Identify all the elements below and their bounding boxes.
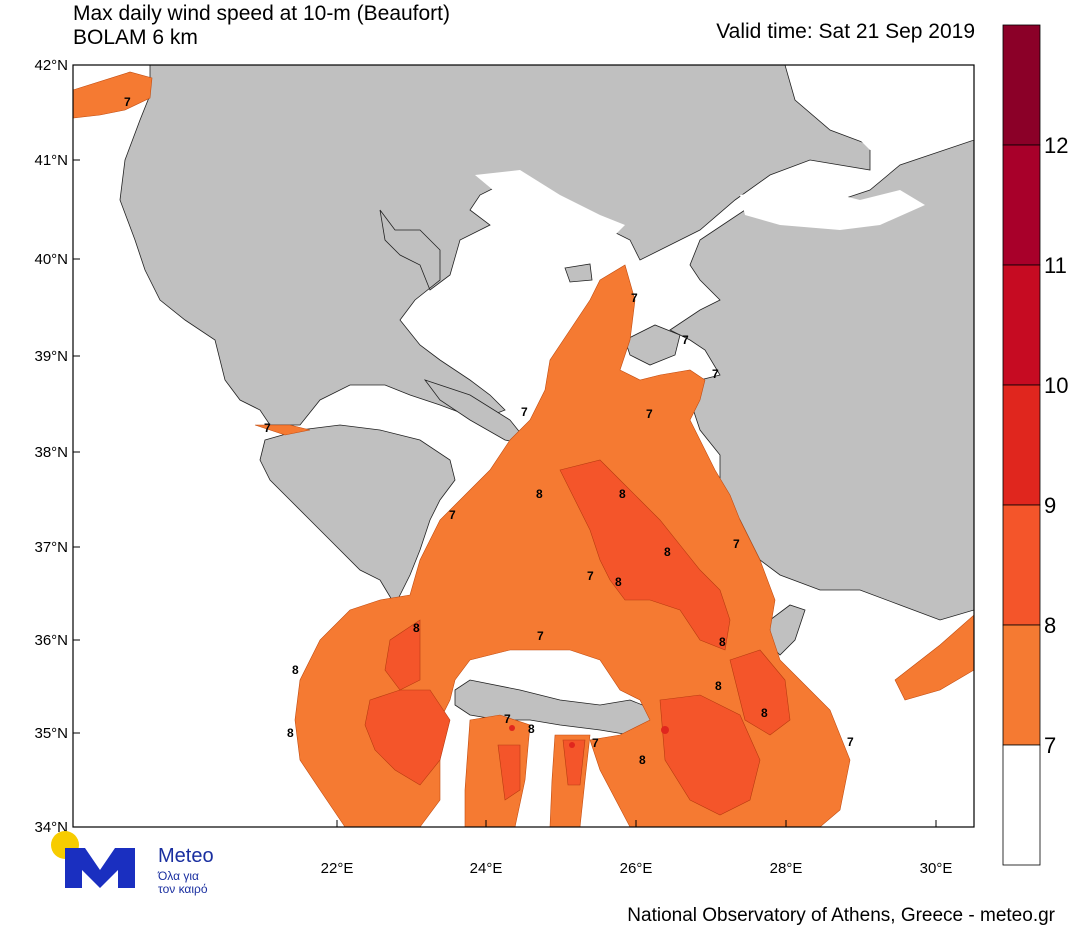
contour-label: 7 [592,736,599,750]
lon-label: 26°E [620,860,653,877]
wind-area-aegean-main [294,264,851,828]
contour-label: 8 [528,722,535,736]
lon-ticks [336,820,937,827]
wind-area-crete-south-1 [464,714,531,828]
logo-tagline-2: τον καιρό [158,882,208,896]
lat-label: 40°N [34,251,68,268]
contour-label: 7 [847,735,854,749]
contour-label: 8 [615,575,622,589]
logo-tagline-1: Όλα για [158,869,199,883]
contour-label: 7 [646,407,653,421]
wind-area-cyclades [559,459,731,651]
lon-label: 22°E [321,860,354,877]
contour-label: 7 [631,291,638,305]
contour-label: 8 [761,706,768,720]
wind-area-dodecanese [729,649,791,736]
lat-label: 34°N [34,819,68,836]
northern-seas [475,65,974,240]
logo-m-icon [65,848,135,888]
lat-label: 37°N [34,539,68,556]
wind-spot-2 [509,725,515,731]
wind-area-north [72,71,153,119]
wind-band-9 [509,725,669,748]
contour-label: 7 [587,569,594,583]
lon-label: 28°E [770,860,803,877]
contour-label: 8 [536,487,543,501]
contour-label: 7 [712,367,719,381]
contour-label: 7 [537,629,544,643]
lat-labels: 42°N 41°N 40°N 39°N 38°N 37°N 36°N 35°N 34°N [34,57,68,836]
valid-time: Valid time: Sat 21 Sep 2019 [716,20,975,43]
wind-area-crete-south-narrow-1 [497,744,521,801]
wind-area-western [384,619,421,691]
land-thasos [564,263,593,283]
contour-label: 8 [287,726,294,740]
contour-label: 7 [449,508,456,522]
contour-labels: 7 7 7 7 7 7 7 7 8 8 8 8 8 8 8 8 8 8 7 7 7 7 7 7 8 8 [124,95,854,767]
lat-label: 36°N [34,632,68,649]
thermaikos-gulf [475,170,625,240]
lat-label: 39°N [34,348,68,365]
wind-band-8 [364,459,791,816]
land-lesvos [624,324,681,366]
contour-label: 8 [719,635,726,649]
map-title: Max daily wind speed at 10-m (Beaufort) [73,2,451,25]
wind-area-crete-south-narrow-2 [562,739,586,786]
lat-label: 38°N [34,444,68,461]
footer-credit: National Observatory of Athens, Greece -… [627,905,1055,926]
contour-label: 7 [124,95,131,109]
wind-area-se-crete [659,694,761,816]
land-balkans [119,64,871,426]
wind-spot-1 [661,726,669,734]
lat-label: 35°N [34,725,68,742]
model-subtitle: BOLAM 6 km [73,26,198,49]
lon-label: 30°E [920,860,953,877]
wind-area-sw-crete [364,689,451,786]
black-sea [790,65,974,150]
contour-label: 8 [639,753,646,767]
sea-of-marmara [740,185,925,230]
contour-label: 7 [733,537,740,551]
contour-label: 7 [264,421,271,435]
lat-ticks [73,64,80,828]
contour-label: 8 [664,545,671,559]
wind-area-ionian [254,424,311,436]
map-frame [72,64,975,828]
contour-label: 7 [504,712,511,726]
lat-label: 42°N [34,57,68,74]
logo-name: Meteo [158,845,214,867]
contour-label: 8 [292,663,299,677]
wind-spot-3 [569,742,575,748]
lon-label: 24°E [470,860,503,877]
contour-label: 8 [619,487,626,501]
contour-label: 7 [682,333,689,347]
lat-label: 41°N [34,152,68,169]
contour-label: 7 [521,405,528,419]
contour-label: 8 [715,679,722,693]
land-peloponnese [259,424,456,606]
lon-labels: 22°E 24°E 26°E 28°E 30°E [321,860,953,877]
contour-label: 8 [413,621,420,635]
